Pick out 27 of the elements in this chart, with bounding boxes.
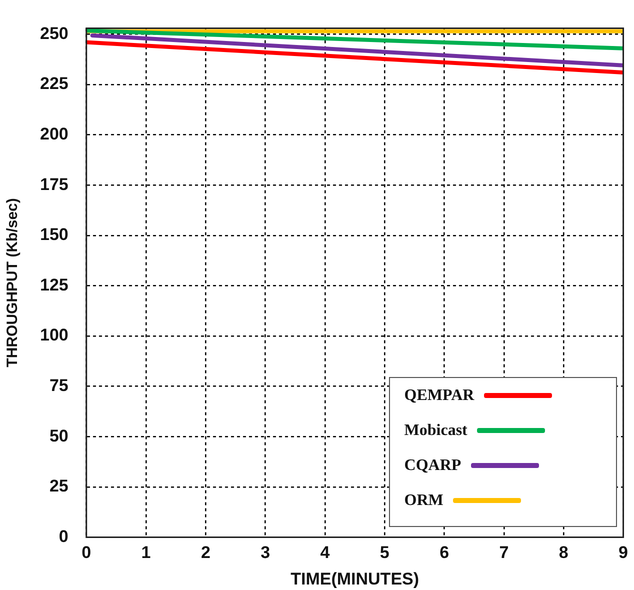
y-tick-label: 125 xyxy=(40,275,68,294)
x-tick-label: 7 xyxy=(499,543,509,562)
legend-label: ORM xyxy=(404,492,444,510)
y-tick-label: 250 xyxy=(40,24,68,43)
x-tick-label: 4 xyxy=(320,543,330,562)
x-tick-label: 8 xyxy=(558,543,568,562)
y-tick-label: 175 xyxy=(40,174,68,194)
y-tick-label: 50 xyxy=(49,426,68,446)
x-tick-label: 5 xyxy=(380,543,390,562)
y-tick-label: 100 xyxy=(40,326,68,345)
x-tick-label: 9 xyxy=(618,543,628,562)
y-axis-title: THROUGHPUT (Kb/sec) xyxy=(4,198,22,368)
x-axis-title: TIME(MINUTES) xyxy=(290,569,420,588)
y-tick-label: 75 xyxy=(49,376,68,395)
x-tick-label: 2 xyxy=(200,543,210,562)
legend-label: QEMPAR xyxy=(404,386,474,405)
x-tick-label: 3 xyxy=(260,543,270,562)
x-tick-label: 0 xyxy=(82,543,92,562)
x-tick-label: 6 xyxy=(440,543,450,562)
y-tick-label: 200 xyxy=(40,124,68,144)
y-tick-label: 150 xyxy=(40,225,68,244)
x-tick-label: 1 xyxy=(141,543,151,562)
y-tick-label: 25 xyxy=(49,476,68,496)
y-tick-label: 225 xyxy=(40,74,68,94)
legend-label: CQARP xyxy=(404,456,462,475)
legend-label: Mobicast xyxy=(404,422,468,440)
y-tick-label: 0 xyxy=(58,526,68,546)
